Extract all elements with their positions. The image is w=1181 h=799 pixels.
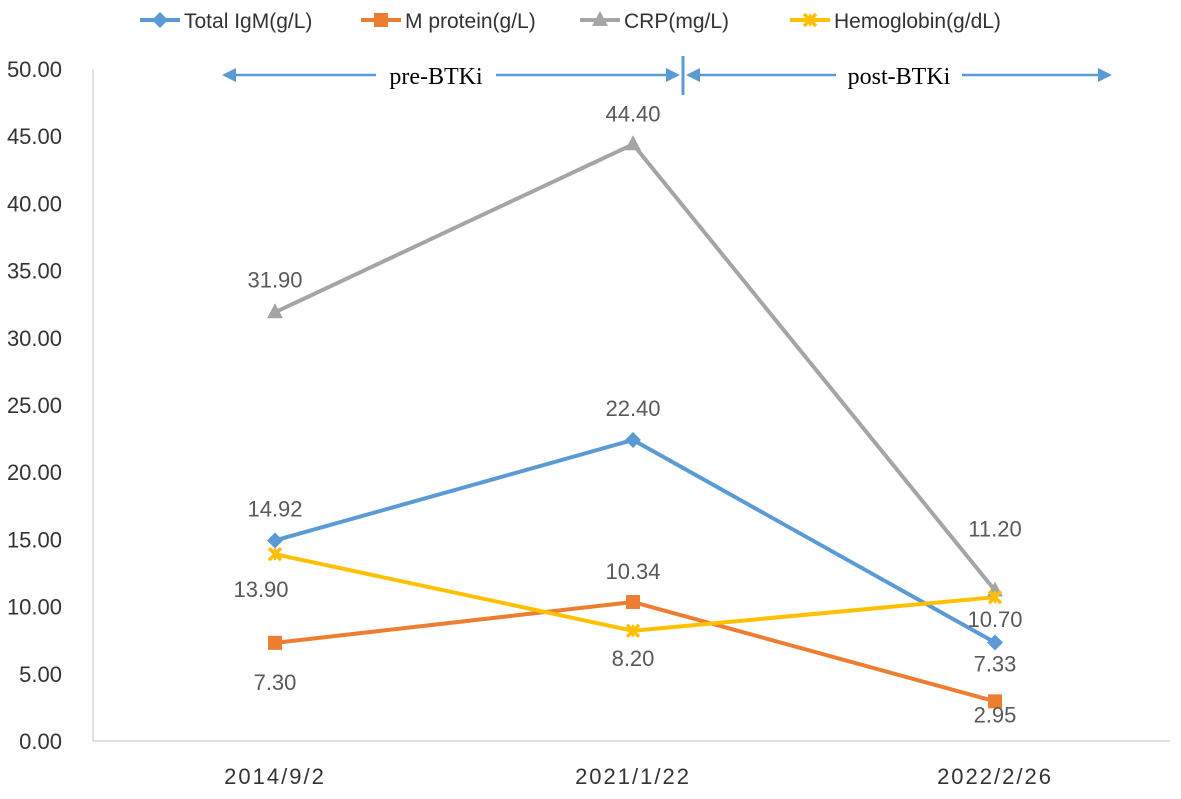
pre-arrow-head-right (666, 68, 680, 82)
data-label: 7.33 (974, 651, 1017, 676)
data-label: 31.90 (247, 267, 302, 292)
data-point-diamond (987, 634, 1003, 651)
data-point-diamond (152, 12, 168, 28)
legend-label: CRP(mg/L) (624, 10, 729, 33)
series-layer (267, 135, 1003, 709)
y-tick-label: 45.00 (7, 124, 62, 149)
post-label-bg (836, 60, 962, 92)
post-arrow-head-left (686, 68, 700, 82)
data-label: 7.30 (254, 670, 297, 695)
data-point-diamond (267, 532, 283, 549)
data-point-star (987, 589, 1003, 605)
data-label: 8.20 (612, 646, 655, 671)
y-tick-label: 50.00 (7, 57, 62, 82)
legend-label: Total IgM(g/L) (184, 10, 312, 33)
pre-arrow-head (222, 68, 236, 82)
legend-item: Total IgM(g/L) (140, 10, 312, 33)
data-point-triangle (625, 135, 641, 151)
data-label: 13.90 (233, 577, 288, 602)
data-point-square (988, 694, 1002, 709)
data-label: 11.20 (968, 516, 1021, 541)
data-label: 22.40 (605, 396, 660, 421)
data-label: 14.92 (247, 496, 302, 521)
y-tick-label: 5.00 (19, 662, 62, 687)
x-tick-label: 2022/2/26 (937, 764, 1053, 789)
data-labels-layer: 14.92 22.40 7.33 7.30 10.34 2.95 31.90 44.40 11.… (233, 101, 1022, 727)
y-tick-label: 15.00 (7, 527, 62, 552)
x-tick-label: 2021/1/22 (575, 764, 691, 789)
series-line (274, 437, 996, 645)
legend-item: M protein(g/L) (361, 10, 536, 33)
data-point-square (268, 635, 282, 650)
y-tick-label: 35.00 (7, 259, 62, 284)
axes: 0.00 5.00 10.00 15.00 20.00 25.00 30.00 35.00 40… (7, 57, 1170, 789)
y-tick-label: 40.00 (7, 191, 62, 216)
data-point-square (626, 595, 640, 610)
legend-item: Hemoglobin(g/dL) (790, 10, 1001, 33)
data-point-diamond (625, 431, 641, 448)
x-tick-label: 2014/9/2 (224, 764, 326, 789)
legend-label: Hemoglobin(g/dL) (834, 10, 1001, 33)
legend-label: M protein(g/L) (405, 10, 536, 33)
y-tick-label: 30.00 (7, 326, 62, 351)
legend: Total IgM(g/L) M protein(g/L) CRP(mg/L) Hem… (140, 10, 1001, 33)
data-point-triangle (267, 303, 283, 319)
pre-btki-label: pre-BTKi (389, 64, 483, 90)
y-tick-label: 20.00 (7, 460, 62, 485)
data-label: 10.34 (605, 559, 660, 584)
data-point-star (625, 623, 641, 639)
data-point-star (802, 12, 818, 28)
data-label: 2.95 (974, 702, 1017, 727)
data-point-star (267, 546, 283, 562)
data-label: 44.40 (605, 101, 660, 126)
y-tick-label: 25.00 (7, 393, 62, 418)
data-point-square (374, 13, 388, 27)
legend-item: CRP(mg/L) (580, 10, 729, 33)
post-btki-label: post-BTKi (848, 64, 951, 90)
data-label: 10.70 (967, 607, 1022, 632)
pre-label-bg (376, 60, 496, 92)
series-line (274, 142, 997, 592)
y-tick-label: 10.00 (7, 595, 62, 620)
y-tick-label: 0.00 (19, 729, 62, 754)
data-point-triangle (592, 11, 608, 26)
post-arrow-head (1098, 68, 1112, 82)
treatment-phase-annotation: pre-BTKi post-BTKi (222, 56, 1112, 95)
